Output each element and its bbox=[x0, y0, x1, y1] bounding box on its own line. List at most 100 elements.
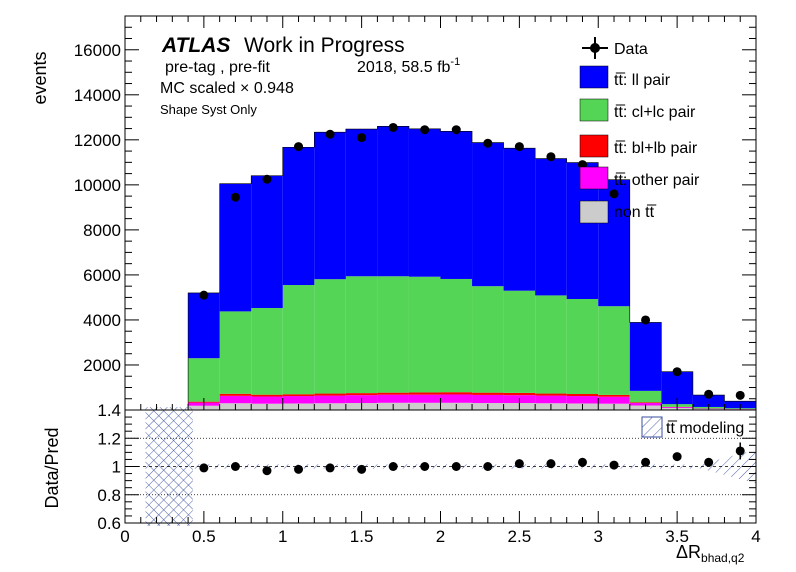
ratio-point bbox=[420, 462, 430, 471]
ratio-ytick-label: 1.2 bbox=[97, 429, 121, 448]
xtick-label: 0 bbox=[120, 527, 129, 546]
ratio-point bbox=[577, 457, 587, 467]
data-point bbox=[262, 174, 272, 184]
legend-entry-bllb: tt̅: bl+lb pair bbox=[579, 134, 698, 158]
ratio-point bbox=[641, 457, 651, 467]
data-point bbox=[735, 390, 745, 400]
bar-bllb bbox=[345, 393, 378, 396]
ratio-ytick-label: 0.8 bbox=[97, 486, 121, 505]
ratio-point bbox=[483, 462, 493, 471]
main-ytick-label: 12000 bbox=[74, 131, 121, 150]
main-ytick-label: 6000 bbox=[83, 266, 121, 285]
ratio-point bbox=[388, 462, 398, 471]
stack-outline bbox=[187, 126, 757, 410]
series-bllb bbox=[188, 392, 756, 410]
bar-cllc bbox=[408, 276, 441, 393]
bar-bllb bbox=[282, 394, 315, 397]
ratio-point bbox=[230, 462, 240, 471]
bar-cllc bbox=[251, 308, 283, 395]
main-ytick-label: 2000 bbox=[83, 356, 121, 375]
ratio-point bbox=[735, 446, 745, 456]
bar-ll bbox=[345, 129, 378, 277]
ratio-legend-label: tt̅ modeling bbox=[666, 420, 744, 437]
mc-scale-label: MC scaled × 0.948 bbox=[160, 80, 294, 97]
bar-cllc bbox=[282, 285, 315, 395]
bar-ll bbox=[692, 395, 725, 407]
xlabel-main: ΔR bbox=[676, 542, 701, 562]
bar-other bbox=[440, 394, 473, 403]
ratio-data-points bbox=[199, 442, 745, 476]
bar-ll bbox=[188, 292, 220, 359]
syst-label: Shape Syst Only bbox=[160, 102, 257, 117]
xtick-label: 3 bbox=[594, 527, 603, 546]
ratio-grid bbox=[125, 437, 756, 496]
ratio-point bbox=[546, 459, 556, 469]
bar-cllc bbox=[503, 290, 536, 393]
ratio-legend: tt̅ modeling bbox=[641, 416, 744, 438]
xlabel-sub: bhad,q2 bbox=[701, 551, 745, 565]
bar-ll bbox=[472, 142, 504, 287]
lumi-sup: -1 bbox=[450, 56, 460, 68]
data-point bbox=[294, 142, 304, 152]
bar-bllb bbox=[503, 392, 536, 396]
data-point bbox=[609, 189, 619, 199]
data-point bbox=[483, 138, 493, 148]
main-stack bbox=[187, 126, 757, 410]
lumi-prefix: 2018, 58.5 fb bbox=[357, 59, 451, 76]
legend-entry-ll: tt̅: ll pair bbox=[579, 65, 671, 89]
data-point bbox=[357, 133, 367, 143]
bar-ll bbox=[503, 148, 536, 291]
bar-cllc bbox=[535, 295, 567, 394]
legend-label-other: tt̅: other pair bbox=[614, 172, 700, 189]
xlabel: ΔRbhad,q2 bbox=[676, 542, 745, 565]
bar-ll bbox=[377, 126, 409, 277]
atlas-label: ATLAS bbox=[161, 34, 230, 57]
bar-ll bbox=[629, 322, 662, 391]
bar-other bbox=[535, 395, 567, 404]
data-point bbox=[420, 125, 430, 135]
ratio-point bbox=[325, 463, 335, 473]
bar-cllc bbox=[345, 276, 378, 394]
data-point bbox=[704, 389, 714, 399]
legend-label-bllb: tt̅: bl+lb pair bbox=[614, 140, 698, 157]
bar-ll bbox=[408, 128, 441, 277]
ratio-point bbox=[294, 464, 304, 474]
xtick-label: 3.5 bbox=[665, 527, 689, 546]
main-ytick-label: 8000 bbox=[83, 221, 121, 240]
bar-cllc bbox=[440, 278, 473, 393]
bar-other bbox=[472, 394, 504, 404]
data-point bbox=[514, 142, 524, 152]
legend-label-ll: tt̅: ll pair bbox=[614, 72, 671, 89]
bar-bllb bbox=[629, 402, 662, 404]
xtick-label: 0.5 bbox=[192, 527, 216, 546]
data-point bbox=[388, 122, 398, 132]
data-point bbox=[641, 315, 651, 325]
bar-other bbox=[408, 394, 441, 403]
bar-other bbox=[251, 396, 283, 404]
bar-bllb bbox=[535, 393, 567, 396]
bar-ll bbox=[219, 183, 252, 312]
bar-other bbox=[314, 395, 346, 404]
data-point bbox=[325, 129, 335, 139]
main-ytick-label: 10000 bbox=[74, 176, 121, 195]
legend-entry-data: Data bbox=[582, 37, 648, 59]
xtick-label: 4 bbox=[751, 527, 760, 546]
ratio-point bbox=[672, 452, 682, 462]
ratio-point bbox=[609, 460, 619, 470]
data-point bbox=[199, 290, 209, 300]
data-point bbox=[230, 192, 240, 202]
data-point bbox=[546, 152, 556, 162]
bar-ll bbox=[440, 131, 473, 279]
ratio-point bbox=[704, 457, 714, 467]
bar-ll bbox=[314, 132, 346, 280]
bar-ll bbox=[251, 175, 283, 309]
xtick-label: 2 bbox=[436, 527, 445, 546]
series-ll bbox=[188, 126, 756, 409]
main-ylabel: events bbox=[30, 51, 50, 104]
bar-bllb bbox=[251, 394, 283, 397]
data-point bbox=[451, 125, 461, 135]
main-ytick-label: 14000 bbox=[74, 86, 121, 105]
legend-entry-nontt: non tt̅ bbox=[579, 200, 657, 224]
bar-bllb bbox=[219, 393, 252, 396]
xtick-label: 2.5 bbox=[508, 527, 532, 546]
